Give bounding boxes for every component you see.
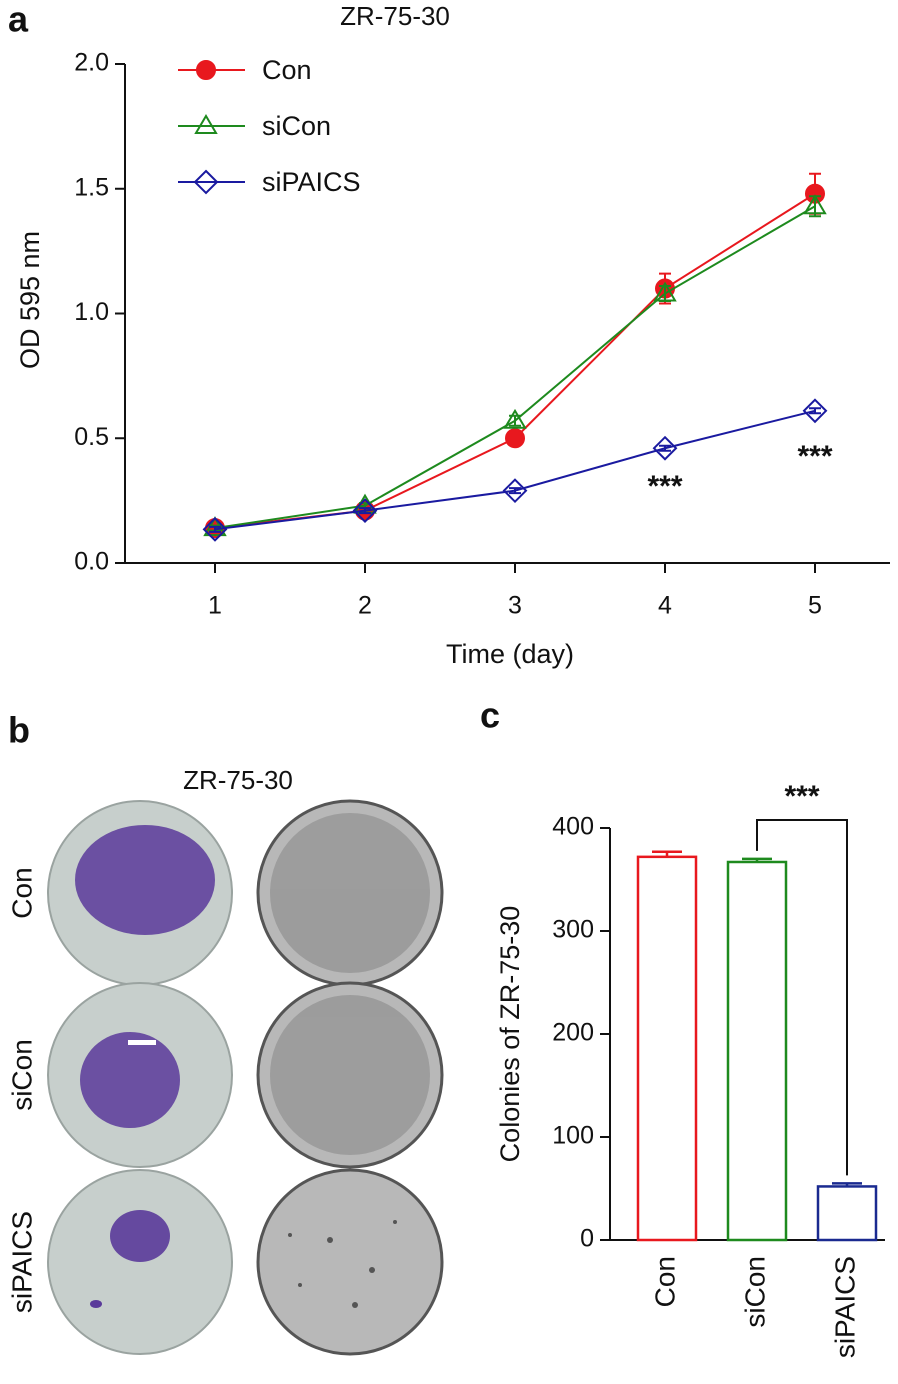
x-tick-label: 5 xyxy=(808,592,822,620)
significance: *** xyxy=(784,780,819,813)
y-tick-label: 0 xyxy=(580,1225,594,1253)
y-tick-label: 2.0 xyxy=(74,49,109,77)
chart-title: ZR-75-30 xyxy=(340,1,450,31)
y-tick-label: 1.5 xyxy=(74,173,109,201)
x-tick-label: siCon xyxy=(739,1256,770,1328)
x-tick-label: 3 xyxy=(508,592,522,620)
row-label: siCon xyxy=(6,1039,37,1111)
row-label: Con xyxy=(6,867,37,918)
x-tick-label: 2 xyxy=(358,592,372,620)
panel-title: ZR-75-30 xyxy=(183,765,293,795)
x-axis-title: Time (day) xyxy=(446,639,574,669)
error-bar xyxy=(509,487,521,495)
bar xyxy=(816,1185,878,1242)
marker xyxy=(503,408,527,429)
plate-photos: ZR-75-30 Con siCon siPAICS xyxy=(6,765,444,1356)
y-tick-label: 100 xyxy=(552,1122,594,1150)
x-tick-label: siPAICS xyxy=(829,1256,860,1358)
legend-label: siCon xyxy=(262,111,331,141)
significance: *** xyxy=(647,470,682,503)
legend-label: siPAICS xyxy=(262,167,361,197)
y-tick-label: 200 xyxy=(552,1019,594,1047)
legend-marker xyxy=(194,114,218,134)
y-tick-label: 1.0 xyxy=(74,298,109,326)
bar xyxy=(726,860,788,1242)
significance-bracket xyxy=(756,819,848,1176)
error-bar xyxy=(659,444,671,452)
x-tick-label: 4 xyxy=(658,592,672,620)
marker xyxy=(352,498,378,524)
error-bar xyxy=(359,507,371,515)
marker xyxy=(652,435,678,461)
error-bar xyxy=(809,407,821,415)
marker xyxy=(653,281,677,302)
x-tick-label: Con xyxy=(649,1256,680,1307)
panel-letter: b xyxy=(8,710,30,751)
panel-letter: a xyxy=(8,0,29,40)
row-label: siPAICS xyxy=(6,1211,37,1313)
y-tick-label: 400 xyxy=(552,813,594,841)
legend-marker xyxy=(193,169,219,195)
y-tick-label: 300 xyxy=(552,916,594,944)
marker xyxy=(202,516,228,542)
y-tick-label: 0.5 xyxy=(74,423,109,451)
y-axis-title: OD 595 nm xyxy=(15,231,45,369)
marker xyxy=(505,428,525,449)
marker xyxy=(502,478,528,504)
legend-label: Con xyxy=(262,55,312,85)
y-tick-label: 0.0 xyxy=(74,548,109,576)
series-line xyxy=(214,192,816,530)
marker xyxy=(802,398,828,424)
error-bar xyxy=(209,525,221,533)
bar xyxy=(636,855,698,1242)
legend-marker xyxy=(196,60,216,80)
significance: *** xyxy=(797,440,832,473)
y-axis-title: Colonies of ZR-75-30 xyxy=(495,906,525,1163)
x-tick-label: 1 xyxy=(208,592,222,620)
panel-letter: c xyxy=(480,695,500,736)
marker xyxy=(803,194,827,215)
